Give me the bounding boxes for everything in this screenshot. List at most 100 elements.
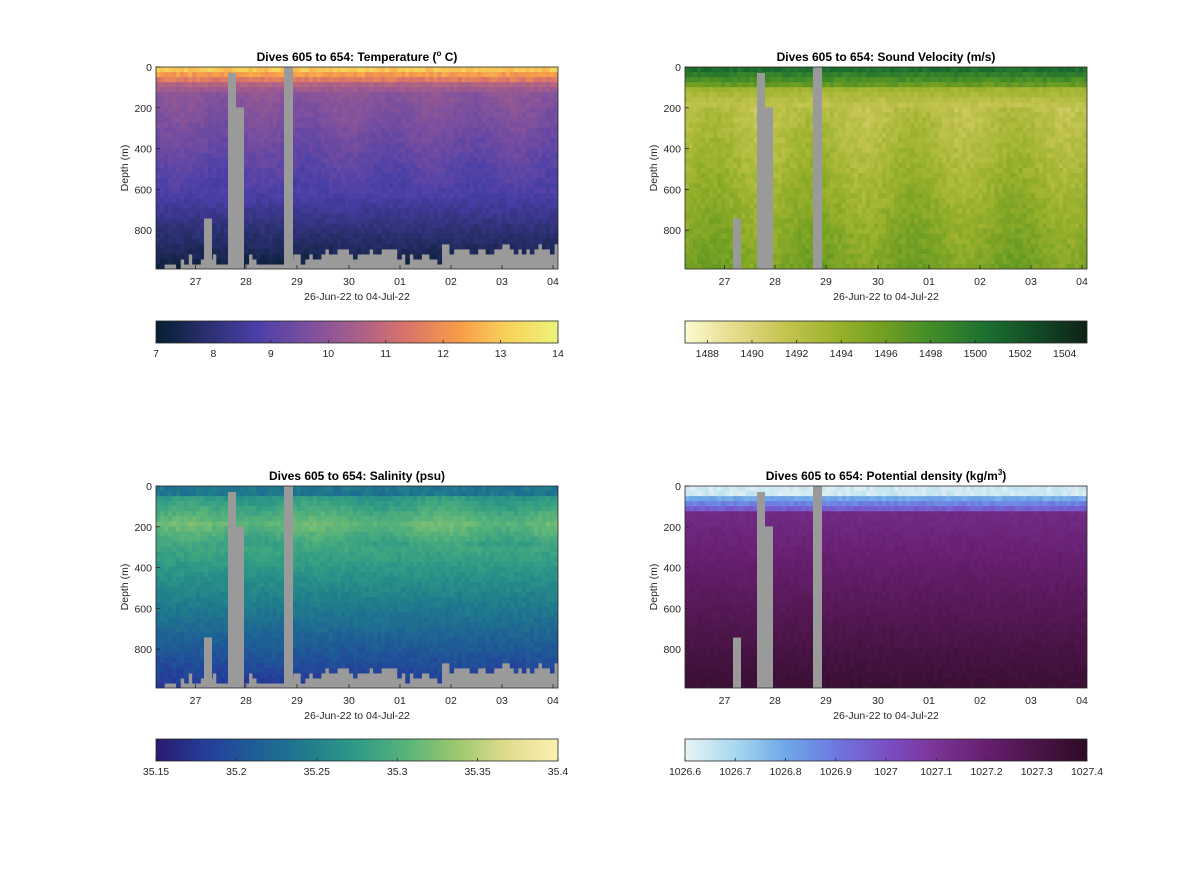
x-tick-label: 27 <box>190 276 202 288</box>
x-tick-label: 03 <box>496 695 508 707</box>
x-tick-label: 01 <box>923 695 935 707</box>
heatmap-potential-density <box>685 486 1087 688</box>
colorbar-tick-label: 35.2 <box>226 766 247 778</box>
title-main: Dives 605 to 654: Temperature ( <box>257 50 437 64</box>
x-tick-label: 28 <box>240 695 252 707</box>
colorbar-tick-label: 12 <box>437 348 449 360</box>
colorbar-sound-velocity <box>684 320 1088 344</box>
y-tick-label: 200 <box>663 522 681 534</box>
y-tick-label: 0 <box>675 481 681 493</box>
title-main: Dives 605 to 654: Sound Velocity (m/s) <box>777 50 996 64</box>
data-gap-2 <box>765 107 773 270</box>
x-tick-label: 29 <box>291 695 303 707</box>
colorbar-tick-label: 13 <box>495 348 507 360</box>
data-gap-2 <box>765 526 773 688</box>
x-tick-label: 03 <box>496 276 508 288</box>
colorbar-tick-label: 1026.6 <box>669 766 701 778</box>
x-axis-label: 26-Jun-22 to 04-Jul-22 <box>304 291 410 303</box>
chart-title: Dives 605 to 654: Salinity (psu) <box>269 469 445 483</box>
y-axis-label: Depth (m) <box>648 145 660 192</box>
x-tick-label: 27 <box>190 695 202 707</box>
chart-title: Dives 605 to 654: Sound Velocity (m/s) <box>777 50 996 64</box>
y-tick-label: 400 <box>663 144 681 156</box>
x-tick-label: 04 <box>547 695 559 707</box>
y-tick-label: 200 <box>134 522 152 534</box>
axes-box <box>155 485 559 689</box>
x-axis-label: 26-Jun-22 to 04-Jul-22 <box>833 291 939 303</box>
x-tick-label: 04 <box>1076 276 1088 288</box>
colorbar-tick-label: 1488 <box>696 348 720 360</box>
chart-title: Dives 605 to 654: Temperature (o C) <box>257 49 458 64</box>
y-tick-label: 600 <box>663 184 681 196</box>
x-tick-label: 02 <box>974 695 986 707</box>
x-tick-label: 30 <box>872 276 884 288</box>
y-tick-label: 200 <box>663 103 681 115</box>
x-tick-label: 27 <box>719 695 731 707</box>
colorbar-tick-label: 35.15 <box>143 766 169 778</box>
colorbar-tick-label: 1504 <box>1053 348 1077 360</box>
x-tick-label: 03 <box>1025 276 1037 288</box>
x-tick-label: 29 <box>820 695 832 707</box>
panel-temperature: Dives 605 to 654: Temperature (o C)02004… <box>119 49 564 360</box>
x-tick-label: 04 <box>547 276 559 288</box>
colorbar-tick-label: 1027.2 <box>970 766 1002 778</box>
colorbar-tick-label: 10 <box>322 348 334 360</box>
data-gap-4 <box>204 218 212 269</box>
colorbar-potential-density <box>684 738 1088 762</box>
data-gap-1 <box>228 73 236 269</box>
y-axis-label: Depth (m) <box>648 564 660 611</box>
title-main: Dives 605 to 654: Potential density (kg/… <box>766 469 998 483</box>
panel-potential-density: Dives 605 to 654: Potential density (kg/… <box>648 468 1103 778</box>
data-gap-2 <box>236 526 244 688</box>
panel-salinity: Dives 605 to 654: Salinity (psu) 0 200 400 6… <box>119 469 568 778</box>
x-tick-label: 28 <box>769 695 781 707</box>
title-end: ) <box>1002 469 1006 483</box>
data-gap-4 <box>733 218 741 269</box>
colorbar-tick-label: 35.3 <box>387 766 408 778</box>
x-tick-label: 29 <box>820 276 832 288</box>
colorbar-tick-label: 1026.8 <box>769 766 801 778</box>
x-tick-label: 27 <box>719 276 731 288</box>
colorbar-tick-label: 8 <box>211 348 217 360</box>
x-axis-label: 26-Jun-22 to 04-Jul-22 <box>833 710 939 722</box>
x-tick-label: 28 <box>769 276 781 288</box>
data-gap-1 <box>757 492 765 688</box>
y-tick-label: 0 <box>146 62 152 74</box>
colorbar-tick-label: 35.35 <box>464 766 490 778</box>
y-tick-label: 800 <box>134 644 152 656</box>
data-gap-4 <box>733 637 741 688</box>
x-tick-label: 28 <box>240 276 252 288</box>
colorbar-tick-label: 11 <box>380 348 391 360</box>
data-gap-3 <box>813 486 822 688</box>
y-axis-label: Depth (m) <box>119 564 131 611</box>
y-tick-label: 800 <box>663 225 681 237</box>
colorbar-tick-label: 1498 <box>919 348 943 360</box>
title-sup: o <box>436 49 441 58</box>
colorbar-tick-label: 1496 <box>874 348 898 360</box>
data-gap-3 <box>284 67 293 269</box>
x-tick-label: 30 <box>872 695 884 707</box>
y-tick-label: 400 <box>134 144 152 156</box>
colorbar-tick-label: 1490 <box>740 348 764 360</box>
y-tick-label: 0 <box>146 481 152 493</box>
data-gap-4 <box>204 637 212 688</box>
x-tick-label: 30 <box>343 276 355 288</box>
x-tick-label: 29 <box>291 276 303 288</box>
chart-title: Dives 605 to 654: Potential density (kg/… <box>766 468 1007 483</box>
x-tick-label: 04 <box>1076 695 1088 707</box>
data-gap-1 <box>228 492 236 688</box>
colorbar-tick-label: 35.4 <box>548 766 569 778</box>
colorbar-temperature <box>155 320 559 344</box>
y-tick-label: 400 <box>134 563 152 575</box>
colorbar-tick-label: 1502 <box>1008 348 1032 360</box>
x-tick-label: 02 <box>445 695 457 707</box>
panel-sound-velocity: Dives 605 to 654: Sound Velocity (m/s) 0 2… <box>648 50 1088 360</box>
y-tick-label: 0 <box>675 62 681 74</box>
colorbar-tick-label: 9 <box>268 348 274 360</box>
colorbar-tick-label: 1492 <box>785 348 809 360</box>
axes-box <box>684 66 1088 270</box>
axes-box <box>155 66 559 270</box>
x-tick-label: 03 <box>1025 695 1037 707</box>
colorbar-tick-label: 1026.9 <box>820 766 852 778</box>
